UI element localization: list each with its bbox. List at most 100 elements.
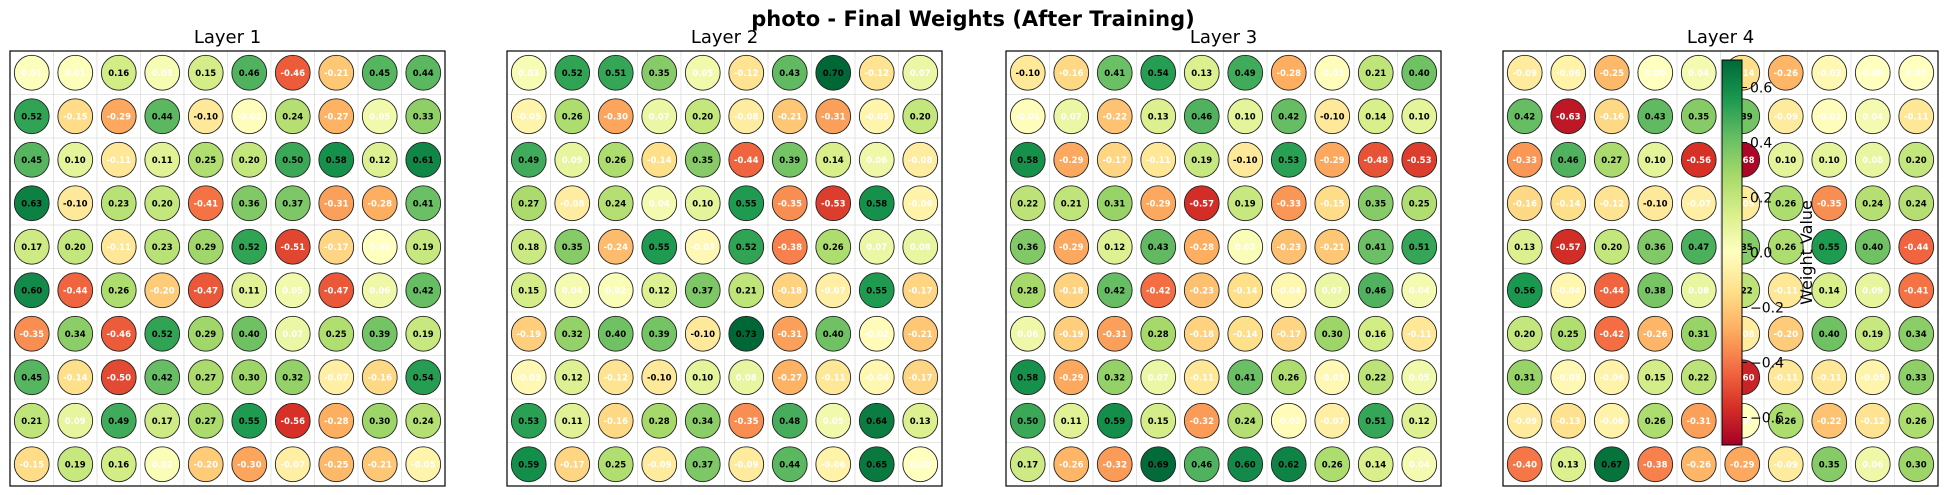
weight-label: 0.58: [1017, 156, 1038, 166]
weight-circle: [597, 54, 634, 91]
weight-circle: [1314, 141, 1351, 178]
weight-circle: [1898, 402, 1935, 439]
weight-circle: [57, 446, 94, 483]
weight-circle: [1401, 141, 1438, 178]
weight-label: -0.16: [1600, 112, 1625, 122]
colorbar-label: Weight Value: [1797, 200, 1816, 305]
weight-label: -0.29: [1059, 243, 1084, 253]
weight-label: -0.29: [107, 112, 132, 122]
weight-circle: [1314, 54, 1351, 91]
weight-label: -0.27: [778, 373, 803, 383]
weight-label: 0.52: [736, 243, 757, 253]
weight-label: -0.20: [150, 286, 175, 296]
weight-circle: [1506, 54, 1543, 91]
weight-label: 0.26: [1775, 417, 1796, 427]
weight-label: -0.17: [908, 286, 933, 296]
weight-label: 0.10: [692, 199, 713, 209]
weight-label: 0.06: [1017, 330, 1038, 340]
weight-label: -0.53: [821, 199, 846, 209]
axes-frame: [1005, 50, 1442, 487]
weight-label: 0.49: [1235, 69, 1256, 79]
weight-label: 0.19: [65, 460, 86, 470]
weight-label: -0.08: [560, 199, 585, 209]
weight-circle: [1314, 185, 1351, 222]
weight-circle: [902, 272, 939, 309]
weight-label: 0.65: [866, 460, 887, 470]
weight-circle: [684, 98, 721, 135]
weight-label: 0.51: [1365, 417, 1386, 427]
weight-circle: [1140, 272, 1177, 309]
weight-label: 0.12: [1409, 417, 1430, 427]
weight-label: -0.11: [1817, 373, 1842, 383]
weight-label: 0.24: [413, 417, 434, 427]
weight-circle: [510, 402, 547, 439]
weight-circle: [1357, 315, 1394, 352]
weight-label: -0.16: [1059, 69, 1084, 79]
heatmap-panel: Layer 3 -0.10 -0.16 0.41 0.54 0.13 0.49 -0.28 -0…: [1005, 27, 1442, 487]
weight-circle: [1637, 228, 1674, 265]
weight-circle: [1183, 228, 1220, 265]
weight-circle: [1314, 228, 1351, 265]
weight-label: 0.28: [649, 417, 670, 427]
weight-circle: [405, 402, 442, 439]
weight-label: -0.12: [604, 373, 629, 383]
weight-label: -0.03: [1556, 373, 1581, 383]
weight-circle: [684, 402, 721, 439]
weight-circle: [902, 185, 939, 222]
weight-circle: [1767, 185, 1804, 222]
weight-label: -0.56: [1687, 156, 1712, 166]
weight-circle: [100, 98, 137, 135]
weight-circle: [57, 98, 94, 135]
weight-circle: [728, 315, 765, 352]
weight-label: -0.13: [1556, 417, 1581, 427]
weight-circle: [641, 359, 678, 396]
weight-label: 0.25: [605, 460, 626, 470]
weight-circle: [1593, 272, 1630, 309]
weight-circle: [815, 98, 852, 135]
weight-circle: [597, 185, 634, 222]
weight-circle: [1637, 272, 1674, 309]
weight-label: 0.07: [649, 112, 670, 122]
weight-label: -0.08: [734, 112, 759, 122]
weight-label: -0.04: [865, 373, 890, 383]
weight-circle: [1854, 141, 1891, 178]
weight-circle: [1550, 272, 1587, 309]
weight-circle: [361, 315, 398, 352]
weight-label: -0.03: [1817, 69, 1842, 79]
weight-circle: [1227, 228, 1264, 265]
weight-circle: [1637, 54, 1674, 91]
weight-label: -0.10: [63, 199, 88, 209]
weight-label: -0.21: [1320, 243, 1345, 253]
weight-label: -0.06: [908, 199, 933, 209]
weight-label: 0.24: [605, 199, 626, 209]
weight-circle: [231, 402, 268, 439]
weight-label: -0.53: [1407, 156, 1432, 166]
weight-label: 0.24: [1235, 417, 1256, 427]
weight-circle: [1053, 185, 1090, 222]
weight-label: -0.21: [368, 460, 393, 470]
weight-label: 0.00: [369, 243, 390, 253]
weight-label: 0.34: [1906, 330, 1927, 340]
weight-circle: [1270, 272, 1307, 309]
weight-circle: [1898, 359, 1935, 396]
weight-label: 0.05: [823, 417, 844, 427]
weight-circle: [57, 272, 94, 309]
weight-circle: [1506, 98, 1543, 135]
panel-title: Layer 1: [194, 27, 261, 48]
weight-label: -0.57: [1556, 243, 1581, 253]
weight-circle: [1898, 315, 1935, 352]
weight-label: -0.31: [778, 330, 803, 340]
weight-label: 0.35: [692, 156, 713, 166]
weight-label: 0.01: [65, 69, 86, 79]
weight-circle: [771, 402, 808, 439]
weight-circle: [1314, 359, 1351, 396]
weight-circle: [1898, 98, 1935, 135]
weight-circle: [554, 54, 591, 91]
weight-label: 0.23: [108, 199, 129, 209]
weight-circle: [1637, 446, 1674, 483]
weight-label: 0.40: [1862, 243, 1883, 253]
weight-label: 0.32: [282, 373, 303, 383]
weight-circle: [728, 185, 765, 222]
weight-label: 0.30: [239, 373, 260, 383]
weight-label: -0.30: [237, 460, 262, 470]
